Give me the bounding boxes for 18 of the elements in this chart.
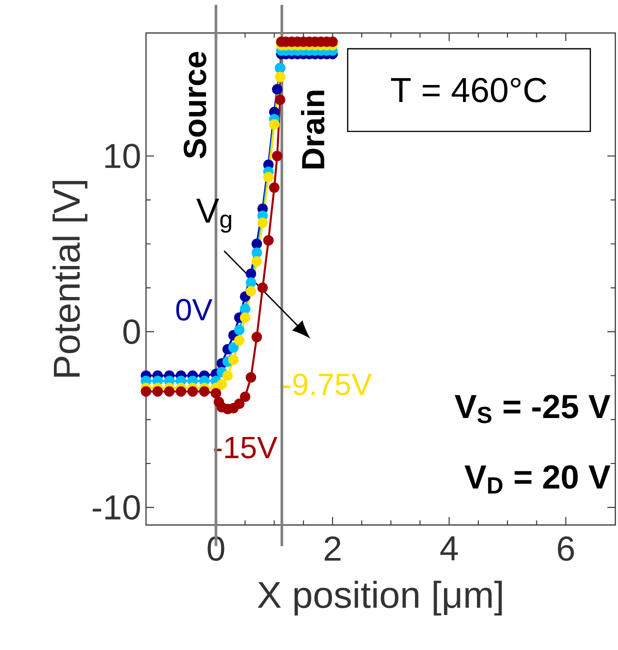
- series-label: -9.75V: [282, 374, 372, 396]
- annotation: V$_{S}$ = -25 V: [454, 394, 610, 424]
- x-axis-title: X position [μm]: [258, 580, 502, 616]
- y-tick-label: 0: [123, 319, 140, 344]
- annotation: T = 460°C: [391, 78, 546, 102]
- annotation: V$_{D}$ = 20 V: [464, 465, 610, 494]
- x-tick-label: 4: [440, 536, 458, 560]
- x-tick-label: 2: [324, 536, 340, 561]
- x-tick-label: 0: [208, 536, 224, 561]
- annotation: Drain: [300, 90, 324, 168]
- y-tick-label: 10: [105, 144, 140, 168]
- series-label: 0V: [176, 298, 212, 321]
- series-label: -15V: [214, 436, 278, 458]
- y-axis-title: Potential [V]: [52, 181, 88, 377]
- annotation: V$_{g}$: [196, 198, 232, 233]
- x-tick-label: 6: [558, 536, 574, 561]
- y-tick-label: -10: [92, 495, 140, 520]
- annotation: Source: [184, 52, 206, 158]
